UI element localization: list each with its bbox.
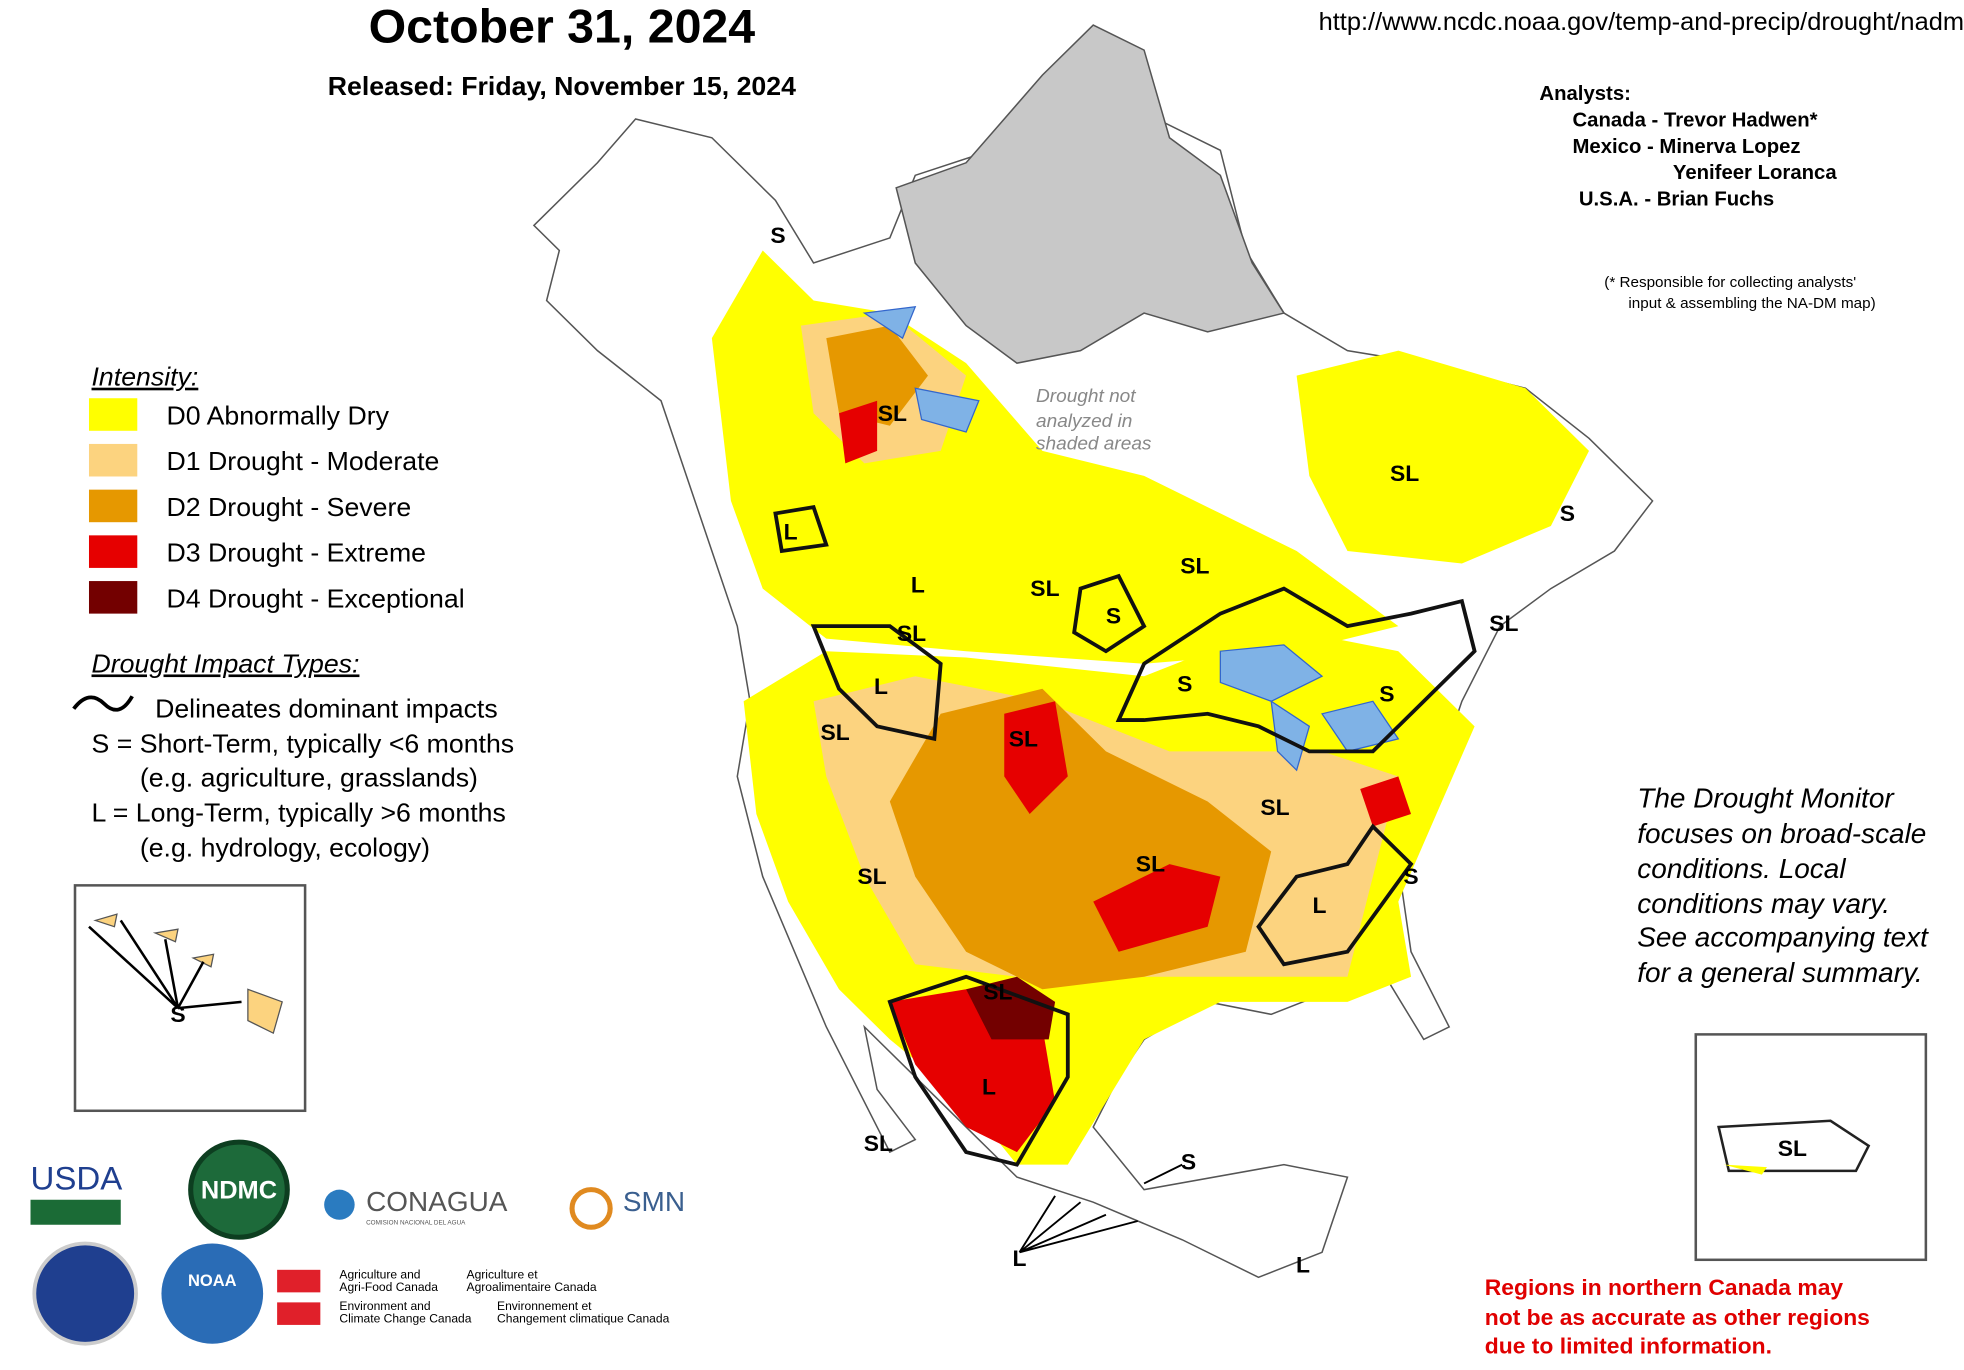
map-note: Drought not [1036,386,1136,407]
impact-line: L = Long-Term, typically >6 months [92,798,506,828]
warning-line: Regions in northern Canada may [1485,1274,1844,1300]
legend-label: D1 Drought - Moderate [167,446,440,476]
conagua-logo: CONAGUA [366,1186,508,1217]
impact-label: SL [1180,553,1209,579]
disclaimer: The Drought Monitor focuses on broad-sca… [1637,783,1929,988]
impact-label: S [170,1001,185,1027]
impact-line: (e.g. agriculture, grasslands) [140,763,478,793]
title: October 31, 2024 [369,1,756,54]
analysts-note: input & assembling the NA-DM map) [1628,295,1875,312]
impact-label: SL [857,863,886,889]
impact-line-symbol [72,695,134,712]
impact-label: SL [1390,460,1419,486]
canada-logo-text: Agri-Food Canada [339,1280,438,1294]
impact-label: S [1106,603,1121,629]
legend-label: D4 Drought - Exceptional [167,584,465,614]
warning: Regions in northern Canada may not be as… [1485,1274,1870,1359]
legend-swatch [88,443,138,477]
disclaimer-line: for a general summary. [1637,957,1922,988]
impact-label: SL [1260,794,1289,820]
impact-label: L [874,673,888,699]
canada-logo-text: Environnement et [497,1299,592,1313]
canada-logo-text: Agriculture et [467,1268,539,1282]
legend-label: D2 Drought - Severe [167,492,412,522]
impact-label: SL [1136,851,1165,877]
impact-label: S [1560,500,1575,526]
impact-line: Delineates dominant impacts [155,694,498,724]
impact-line: S = Short-Term, typically <6 months [92,729,515,759]
impact-label: S [1379,680,1394,706]
impact-label: L [1013,1245,1027,1271]
disclaimer-line: focuses on broad-scale [1637,818,1926,849]
impact-label: SL [878,400,907,426]
impact-label: SL [864,1130,893,1156]
analysts-heading: Analysts: [1539,83,1630,105]
canada-logo-text: Environment and [339,1299,430,1313]
disclaimer-line: conditions. Local [1637,853,1846,884]
puerto-rico-inset [1694,1033,1928,1262]
release-date: Released: Friday, November 15, 2024 [328,71,796,101]
noaa-logo: NOAA [188,1272,237,1290]
impact-label: L [911,571,925,597]
leader-lines [1018,1163,1183,1254]
impact-label: SL [897,620,926,646]
impact-label: SL [983,978,1012,1004]
canada-logo-text: Changement climatique Canada [497,1311,670,1325]
legend: D0 Abnormally Dry D1 Drought - Moderate D2… [88,398,465,614]
drought-shading [711,250,1589,1165]
impact-label: L [784,519,798,545]
lakes [862,306,1400,772]
canada-logo-text: Agriculture and [339,1268,420,1282]
disclaimer-line: The Drought Monitor [1637,783,1895,814]
impact-label: S [1403,863,1418,889]
legend-swatch [88,581,138,614]
impact-label: SL [1489,610,1518,636]
impact-label: S [1177,670,1192,696]
legend-label: D0 Abnormally Dry [167,401,390,431]
legend-title: Intensity: [92,362,199,392]
hawaii-inset [73,884,307,1113]
impact-label: SL [1009,726,1038,752]
map-note: shaded areas [1036,434,1152,455]
impacts-title: Drought Impact Types: [92,649,360,679]
legend-label: D3 Drought - Extreme [167,538,427,568]
map-note: analyzed in [1036,411,1132,432]
analyst: Yenifeer Loranca [1673,162,1838,184]
legend-swatch [88,489,138,523]
url: http://www.ncdc.noaa.gov/temp-and-precip… [1319,8,1964,36]
disclaimer-line: See accompanying text [1637,922,1929,953]
canada-logo-text: Agroalimentaire Canada [467,1280,597,1294]
analyst: U.S.A. - Brian Fuchs [1579,189,1774,211]
ndmc-logo: NDMC [201,1177,277,1205]
impact-label: S [770,222,785,248]
impact-label: L [1313,892,1327,918]
impact-label: SL [821,719,850,745]
impact-label: SL [1030,575,1059,601]
usda-logo: USDA [31,1160,123,1197]
analysts-note: (* Responsible for collecting analysts' [1604,274,1856,291]
smn-logo: SMN [623,1186,685,1217]
impact-label: L [982,1074,996,1100]
legend-swatch [88,535,138,568]
legend-swatch [88,398,138,431]
warning-line: not be as accurate as other regions [1485,1304,1870,1330]
analyst: Mexico - Minerva Lopez [1572,136,1800,158]
impact-label: S [1181,1149,1196,1175]
impact-line: (e.g. hydrology, ecology) [140,833,430,863]
warning-line: due to limited information. [1485,1333,1772,1359]
impact-label: SL [1778,1135,1807,1161]
conagua-subtitle: COMISION NACIONAL DEL AGUA [366,1220,466,1227]
analyst: Canada - Trevor Hadwen* [1572,110,1817,132]
canada-logo-text: Climate Change Canada [339,1311,471,1325]
disclaimer-line: conditions may vary. [1637,888,1890,919]
impact-boundaries [773,505,1477,1167]
impact-label: L [1296,1251,1310,1277]
logos: USDA NDMC CONAGUA COMISION NACIONAL DEL … [30,1139,685,1346]
